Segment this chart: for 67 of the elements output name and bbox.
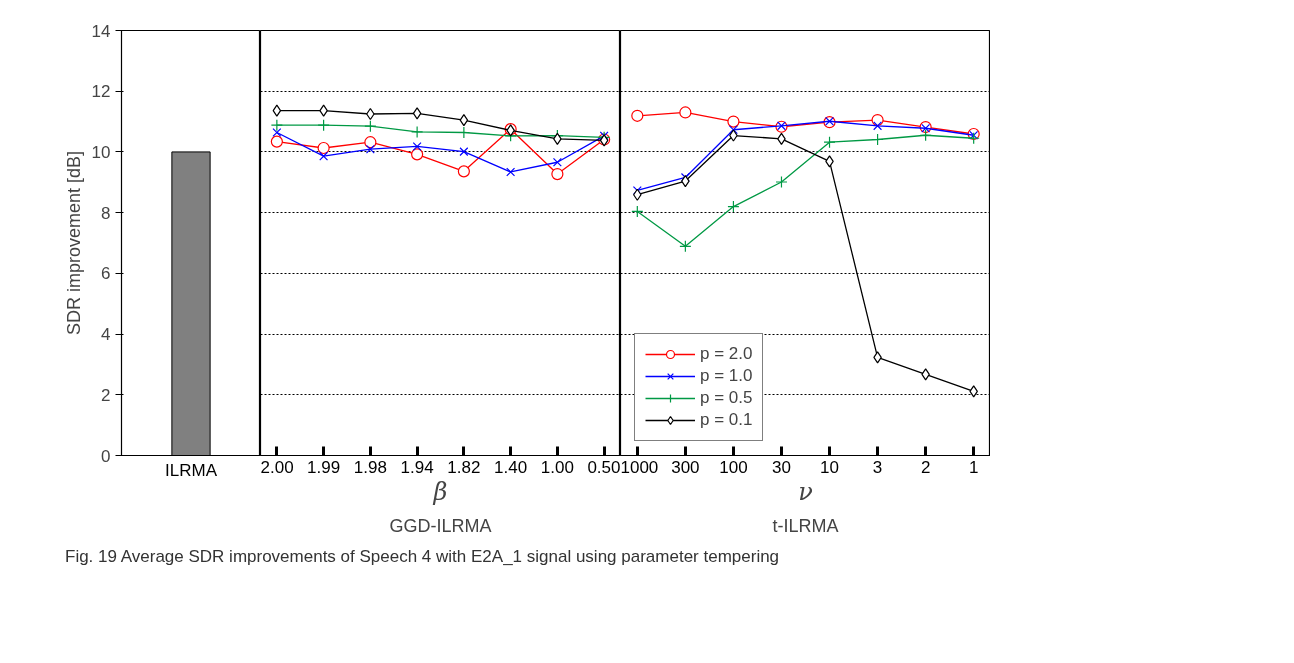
point: [919, 129, 932, 142]
point: [365, 144, 375, 154]
point: [270, 135, 283, 148]
point: [506, 167, 516, 177]
point: [679, 106, 692, 119]
y-tick-label: 6: [101, 264, 111, 284]
point: [319, 151, 329, 161]
point: [823, 136, 836, 149]
point: [873, 121, 883, 131]
point: [727, 200, 740, 213]
y-tick-label: 2: [101, 385, 111, 405]
point: [364, 120, 377, 133]
point: [272, 128, 282, 137]
point: [679, 240, 692, 253]
text: GGD-ILRMA: [389, 515, 492, 536]
point: [317, 119, 330, 132]
point: [459, 113, 469, 127]
x-tick-label: 3: [872, 457, 883, 477]
point: [631, 205, 644, 218]
y-tick-label: 8: [101, 203, 111, 223]
point: [270, 119, 283, 132]
point: [317, 141, 330, 155]
x-tick-label: 0.50: [587, 457, 621, 477]
point: [632, 185, 642, 195]
point: [728, 125, 738, 135]
x-tick-label: 1000: [620, 457, 659, 477]
x-tick-label: 1.99: [307, 457, 341, 477]
point: [411, 125, 424, 138]
x-tick-label: 1.94: [400, 457, 434, 477]
y-tick-label: 0: [101, 446, 111, 466]
y-tick-label: 4: [101, 325, 111, 345]
x-tick-label: 10: [820, 457, 839, 477]
point: [457, 165, 470, 178]
x-tick-label: 1.82: [447, 457, 481, 477]
x-tick-label: 1.98: [353, 457, 387, 477]
y-axis-title: SDR improvement [dB]: [63, 150, 84, 336]
x-tick-label: ILRMA: [165, 460, 218, 480]
x-tick-label: 1.40: [494, 457, 528, 477]
legend-label: p = 2.0: [700, 344, 753, 364]
y-tick-label: 14: [91, 21, 111, 41]
point: [459, 147, 469, 157]
point: [775, 175, 788, 189]
x-tick-label: 1.00: [540, 457, 574, 477]
point: [551, 168, 564, 181]
x-tick-label: 30: [772, 457, 791, 477]
x-tick-label: 2.00: [260, 457, 294, 477]
x-tick-label: 100: [719, 457, 748, 477]
y-tick-label: 10: [91, 142, 111, 162]
point: [631, 109, 644, 122]
x-tick-label: 2: [920, 457, 931, 477]
x-axis-title: β: [432, 477, 448, 506]
point: [552, 157, 562, 167]
point: [272, 104, 282, 117]
point: [412, 141, 422, 151]
x-axis-title: ν: [798, 477, 813, 506]
text: t-ILRMA: [772, 515, 839, 536]
point: [727, 115, 740, 128]
legend-label: p = 0.5: [700, 388, 753, 408]
y-tick-label: 12: [91, 82, 111, 102]
point: [412, 107, 422, 120]
x-tick-label: 1: [968, 457, 979, 477]
caption: Fig. 19 Average SDR improvements of Speech 4 with E2A_1 signal using parameter tempering: [65, 546, 780, 568]
legend-label: p = 0.1: [700, 410, 753, 430]
x-tick-label: 300: [671, 457, 700, 477]
point: [411, 148, 424, 161]
legend-label: p = 1.0: [700, 366, 753, 386]
point: [967, 132, 980, 145]
